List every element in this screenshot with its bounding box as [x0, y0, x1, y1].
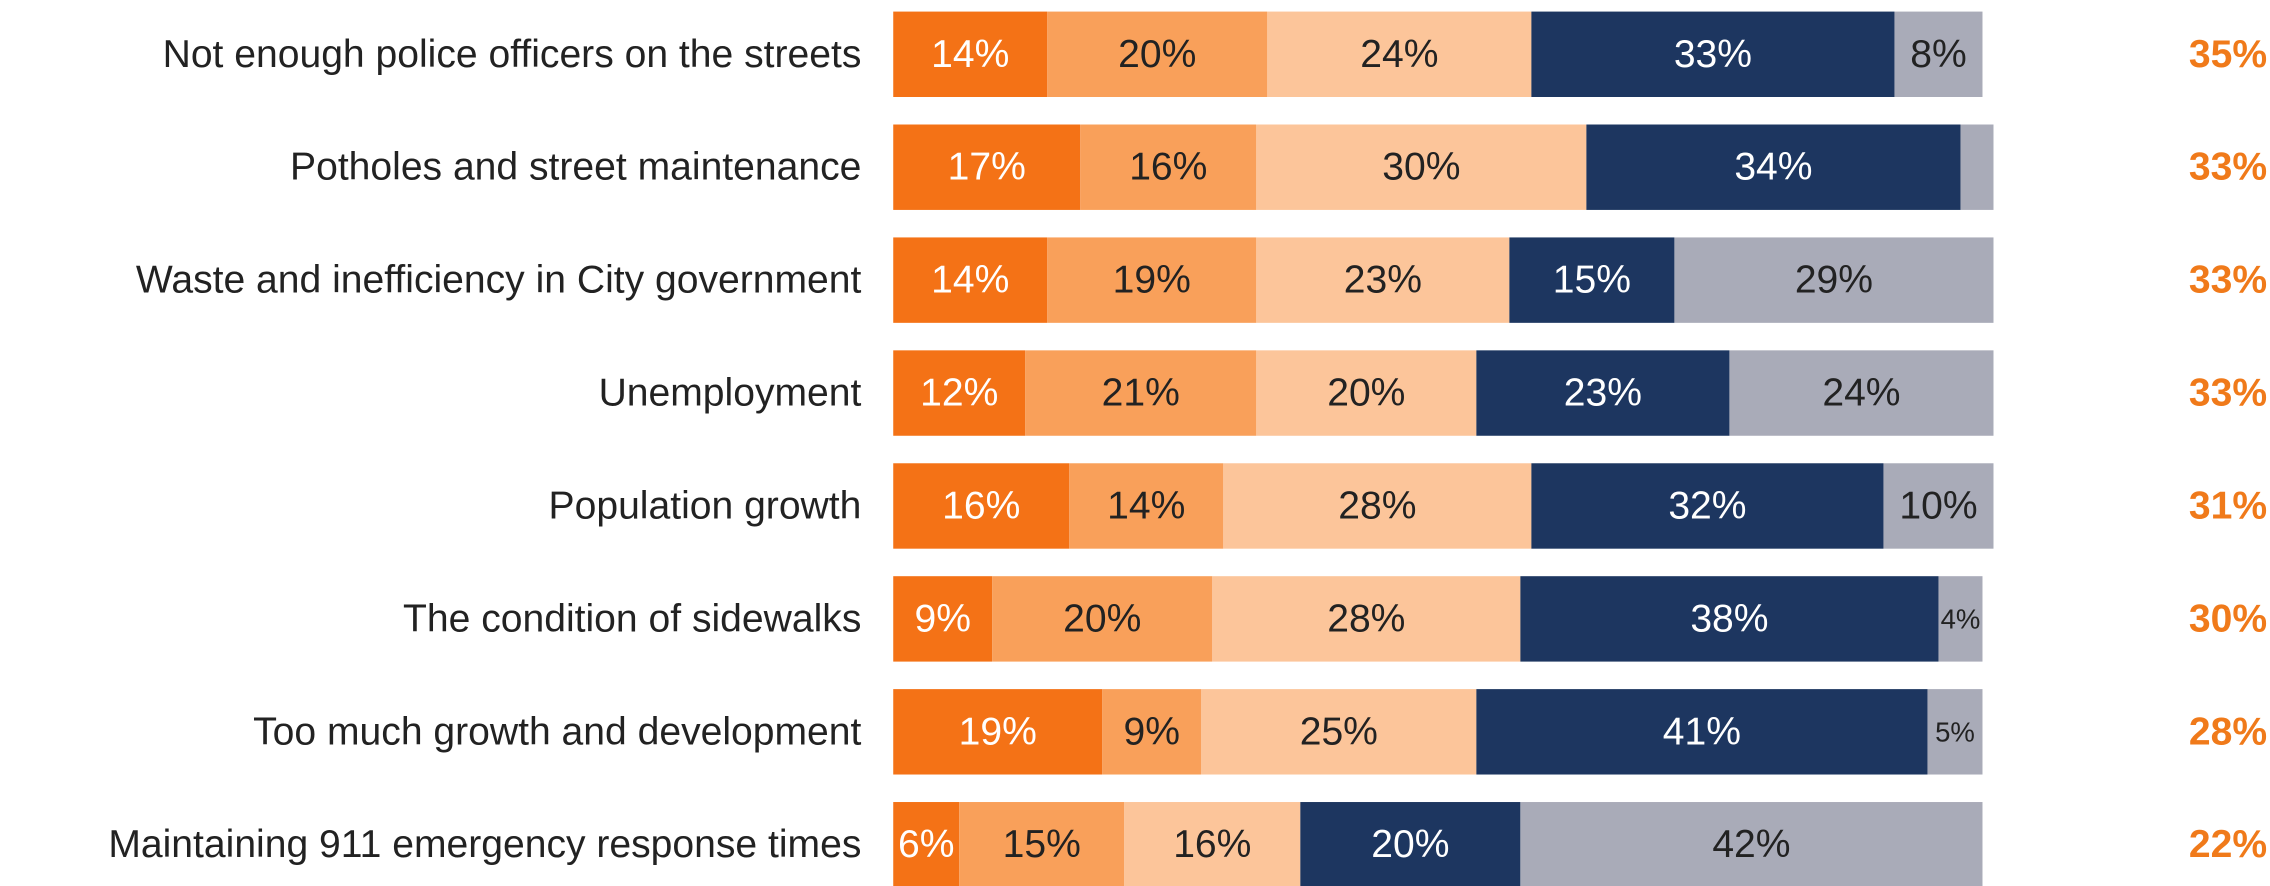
value-label: 15% — [1553, 259, 1631, 302]
value-label: 14% — [1107, 484, 1185, 527]
bar-segment — [1476, 689, 1928, 775]
bar-segment — [1520, 802, 1983, 886]
category-label: Too much growth and development — [253, 710, 861, 753]
bar-segment — [1531, 463, 1884, 549]
value-label: 14% — [931, 33, 1009, 76]
value-label: 33% — [1674, 33, 1752, 76]
value-label: 25% — [1300, 710, 1378, 753]
bar-segment — [1201, 689, 1477, 775]
bar-segment — [1674, 237, 1994, 323]
value-label: 4% — [1941, 603, 1981, 634]
value-label: 17% — [948, 146, 1026, 189]
value-label: 23% — [1564, 372, 1642, 415]
category-label: Unemployment — [599, 372, 862, 415]
bar-segment — [1069, 463, 1224, 549]
bar-segment — [1883, 463, 1994, 549]
bar-segment — [1223, 463, 1532, 549]
value-label: 28% — [1338, 484, 1416, 527]
total-label: 33% — [2189, 259, 2267, 302]
value-label: 20% — [1371, 823, 1449, 866]
bar-segment — [1267, 11, 1532, 97]
value-label: 20% — [1327, 372, 1405, 415]
bar-segment — [1256, 237, 1510, 323]
value-label: 19% — [959, 710, 1037, 753]
bar-segment — [893, 11, 1048, 97]
total-label: 22% — [2189, 823, 2267, 866]
value-label: 15% — [1003, 823, 1081, 866]
category-label: Potholes and street maintenance — [290, 146, 861, 189]
bar-segment — [1047, 11, 1268, 97]
value-label: 16% — [1129, 146, 1207, 189]
bar-segment — [893, 689, 1103, 775]
bar-segment — [1476, 350, 1730, 436]
bar-segment — [1520, 576, 1939, 662]
bar-segment — [1531, 11, 1895, 97]
bar-segment — [1894, 11, 1983, 97]
bar-segment — [893, 576, 993, 662]
bar-segment — [893, 124, 1081, 210]
total-label: 33% — [2189, 372, 2267, 415]
value-label: 5% — [1935, 716, 1975, 747]
bar-segment — [1509, 237, 1675, 323]
value-label: 30% — [1382, 146, 1460, 189]
value-label: 10% — [1899, 484, 1977, 527]
bar-segment — [893, 463, 1070, 549]
value-label: 42% — [1712, 823, 1790, 866]
value-label: 32% — [1668, 484, 1746, 527]
bar-segment — [893, 350, 1026, 436]
value-label: 20% — [1118, 33, 1196, 76]
bar-segment — [1080, 124, 1257, 210]
category-label: Maintaining 911 emergency response times — [108, 823, 861, 866]
value-label: 9% — [915, 597, 971, 640]
value-label: 14% — [931, 259, 1009, 302]
value-label: 28% — [1327, 597, 1405, 640]
value-label: 8% — [1910, 33, 1966, 76]
bar-segment — [1256, 124, 1587, 210]
value-label: 41% — [1663, 710, 1741, 753]
category-label: Not enough police officers on the street… — [163, 33, 862, 76]
value-label: 24% — [1822, 372, 1900, 415]
bar-segment — [1025, 350, 1257, 436]
bar-segment — [959, 802, 1125, 886]
value-label: 21% — [1102, 372, 1180, 415]
bar-segment — [1256, 350, 1477, 436]
value-label: 16% — [942, 484, 1020, 527]
bar-segment — [992, 576, 1213, 662]
value-label: 29% — [1795, 259, 1873, 302]
category-label: Waste and inefficiency in City governmen… — [136, 259, 862, 302]
category-label: The condition of sidewalks — [403, 597, 861, 640]
bar-segment — [1300, 802, 1521, 886]
value-label: 12% — [920, 372, 998, 415]
bar-segment — [1102, 689, 1202, 775]
value-label: 24% — [1360, 33, 1438, 76]
bar-segment — [1586, 124, 1961, 210]
bar-segment — [1729, 350, 1994, 436]
total-label: 30% — [2189, 597, 2267, 640]
bar-segment — [1960, 124, 1994, 210]
category-label: Population growth — [549, 484, 862, 527]
value-label: 19% — [1113, 259, 1191, 302]
total-label: 33% — [2189, 146, 2267, 189]
value-label: 38% — [1690, 597, 1768, 640]
value-label: 34% — [1734, 146, 1812, 189]
total-label: 28% — [2189, 710, 2267, 753]
total-label: 31% — [2189, 484, 2267, 527]
value-label: 23% — [1344, 259, 1422, 302]
bar-segment — [1124, 802, 1301, 886]
value-label: 20% — [1063, 597, 1141, 640]
bar-segment — [893, 237, 1048, 323]
bar-segment — [893, 802, 960, 886]
value-label: 16% — [1173, 823, 1251, 866]
bar-segment — [1938, 576, 1983, 662]
bar-segment — [1927, 689, 1983, 775]
bar-segment — [1212, 576, 1521, 662]
bar-segment — [1047, 237, 1257, 323]
total-label: 35% — [2189, 33, 2267, 76]
value-label: 9% — [1124, 710, 1180, 753]
value-label: 6% — [898, 823, 954, 866]
